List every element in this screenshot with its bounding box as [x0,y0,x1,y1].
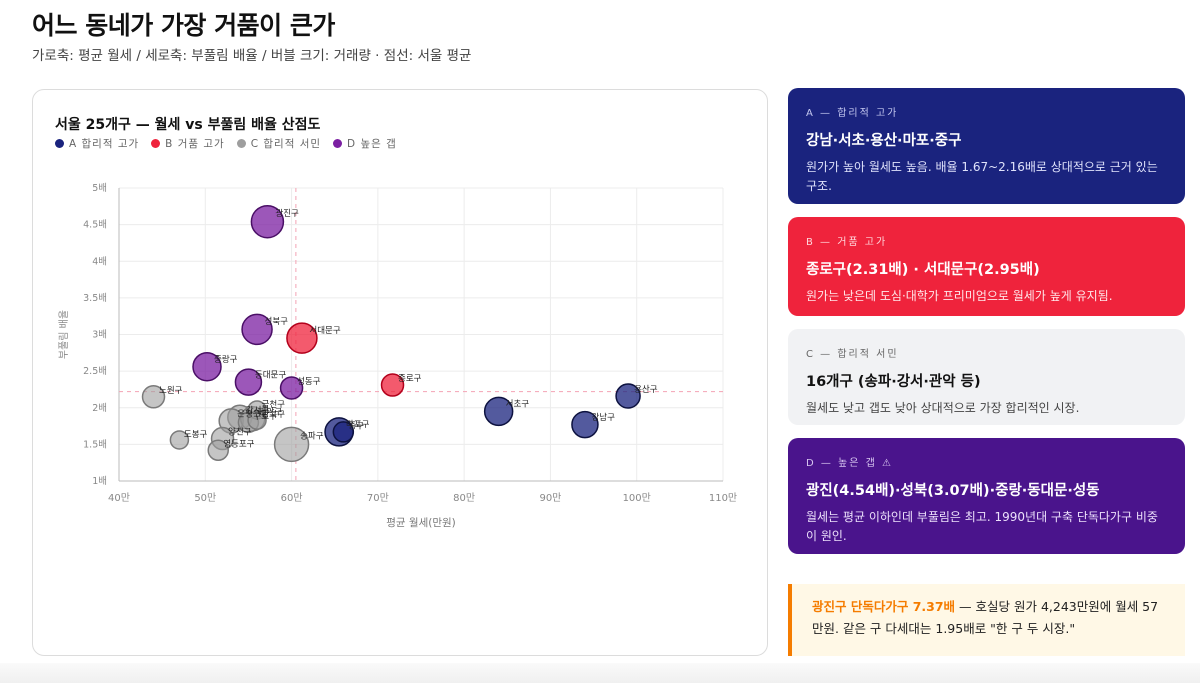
bubble-label: 마포구 [346,420,370,430]
y-tick-label: 4.5배 [83,220,107,231]
scatter-plot: 40만 50만 60만 70만 80만 90만 100만 110만 1배 1.5배 2배 2.5배 3배… [58,183,737,529]
y-tick-label: 2배 [92,403,107,414]
y-tick-label: 3.5배 [83,293,107,304]
card-c-title: 16개구 (송파·강서·관악 등) [806,374,981,390]
card-d-desc: 월세는 평균 이하인데 부풀림은 최고. 1990년대 구축 단독다가구 비중이… [806,510,1158,544]
bubble-label: 구로구 [253,412,277,422]
y-tick-label: 2.5배 [83,366,107,377]
y-tick-label: 4배 [92,256,107,267]
legend-dot-c [236,139,246,148]
legend-item-a: A 합리적 고가 [55,136,139,151]
legend-label-b: B 거품 고가 [165,138,225,150]
bubble-point [615,383,641,409]
card-d-tag: D — 높은 갭 ⚠ [806,458,893,469]
callout-box: 광진구 단독다가구 7.37배 — 호실당 원가 4,243만원에 월세 57만… [788,584,1185,656]
bubble-point [286,322,318,354]
x-tick-label: 90만 [539,492,561,504]
bottom-edge [0,663,1200,683]
bubble-label: 송파구 [300,431,324,441]
bubble-label: 서대문구 [309,326,340,336]
legend-label-d: D 높은 갭 [347,138,397,150]
x-tick-label: 100만 [623,492,651,504]
x-axis-label: 평균 월세(만원) [386,517,456,529]
card-c-desc: 월세도 낮고 갭도 낮아 상대적으로 가장 합리적인 시장. [806,401,1080,415]
bubble-label: 도봉구 [184,430,208,440]
card-d: D — 높은 갭 ⚠ 광진(4.54배)·성북(3.07배)·중랑·동대문·성동… [788,438,1185,554]
card-b-tag: B — 거품 고가 [806,237,888,248]
y-tick-label: 1.5배 [83,439,107,450]
bubble-label: 성동구 [297,377,321,387]
bubble-point [332,421,355,443]
y-axis-label: 부풀림 배율 [58,310,70,359]
legend-dot-a [55,139,64,148]
legend-item-b: B 거품 고가 [151,136,225,151]
bubble-label: 양천구 [228,427,252,438]
y-tick-label: 5배 [92,183,107,194]
y-tick-label: 3배 [92,330,107,341]
card-d-title: 광진(4.54배)·성북(3.07배)·중랑·동대문·성동 [806,483,1100,499]
bubble-label: 은평구 [237,409,261,420]
bubble-point [380,373,405,397]
legend-item-c: C 합리적 서민 [236,136,322,151]
x-tick-label: 40만 [108,492,130,504]
chart-legend: A 합리적 고가 B 거품 고가 C 합리적 서민 D 높은 갭 [55,136,397,151]
bubble-point [207,439,229,461]
x-tick-label: 70만 [367,492,389,504]
callout-text: — 호실당 원가 4,243만원에 월세 57만원. 같은 구 다세대는 1.9… [812,599,1159,636]
legend-item-d: D 높은 갭 [333,136,397,151]
bubble-point [247,410,267,430]
bubble-label: 금천구 [262,399,286,410]
x-tick-label: 60만 [281,492,303,504]
x-tick-label: 110만 [709,492,737,504]
bubble-point [241,313,273,346]
bubble-label: 중구 [348,421,364,431]
chart-title: 서울 25개구 — 월세 vs 부풀림 배율 산점도 [55,117,321,133]
card-a-title: 강남·서초·용산·마포·중구 [806,133,962,149]
card-a-tag: A — 합리적 고가 [806,108,899,119]
card-b-desc: 원가는 낮은데 도심·대학가 프리미엄으로 월세가 높게 유지됨. [806,289,1113,303]
y-tick-label: 1배 [92,476,107,487]
bubble-label: 강북구 [262,409,286,420]
card-b-title: 종로구(2.31배) · 서대문구(2.95배) [806,262,1040,278]
card-a-desc: 원가가 높아 월세도 높음. 배율 1.67~2.16배로 상대적으로 근거 있… [806,160,1158,194]
card-c-tag: C — 합리적 서민 [806,349,899,360]
x-tick-label: 80만 [453,492,475,504]
bubble-label: 서초구 [506,400,530,410]
legend-dot-d [333,139,343,148]
card-a: A — 합리적 고가 강남·서초·용산·마포·중구 원가가 높아 월세도 높음.… [788,88,1185,204]
bubble-label: 종로구 [398,374,422,384]
bubble-point [273,426,310,463]
bubble-point [192,351,222,382]
legend-label-c: C 합리적 서민 [250,138,322,150]
bubble-label: 강서구 [246,405,270,416]
bubble-point [169,430,190,450]
legend-label-a: A 합리적 고가 [69,138,140,150]
bubble-label: 동대문구 [255,371,286,381]
bubble-label: 광진구 [275,208,299,219]
page-subtitle: 가로축: 평균 월세 / 세로축: 부풀림 배율 / 버블 크기: 거래량 · … [32,48,472,64]
bubble-point [250,204,285,239]
chart-panel: 서울 25개구 — 월세 vs 부풀림 배율 산점도 A 합리적 고가 B 거품… [32,89,768,656]
bubble-label: 강남구 [591,412,615,423]
card-c: C — 합리적 서민 16개구 (송파·강서·관악 등) 월세도 낮고 갭도 낮… [788,329,1185,425]
bubble-point [571,410,599,439]
bubble-label: 관악구 [259,407,283,418]
x-tick-label: 50만 [194,492,216,504]
callout-highlight: 광진구 단독다가구 7.37배 [812,599,956,614]
bubble-label: 용산구 [634,384,658,395]
bubble-point [279,376,304,400]
page-title: 어느 동네가 가장 거품이 큰가 [32,11,335,40]
bubble-label: 노원구 [159,386,183,396]
bubble-label: 중랑구 [214,354,238,365]
bubble-point [141,385,166,409]
card-b: B — 거품 고가 종로구(2.31배) · 서대문구(2.95배) 원가는 낮… [788,217,1185,316]
bubble-label: 영등포구 [223,439,254,450]
legend-dot-b [151,139,161,148]
bubble-point [234,368,263,396]
bubble-label: 성북구 [265,317,289,327]
bubble-point [483,396,514,427]
